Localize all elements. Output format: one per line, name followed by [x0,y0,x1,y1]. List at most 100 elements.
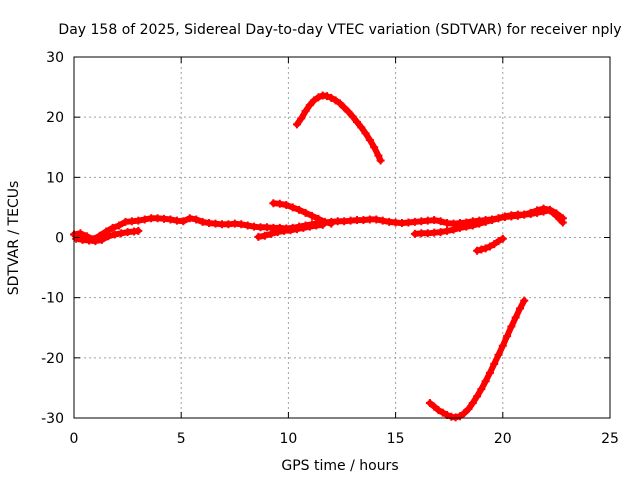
data-point [443,226,452,235]
data-point [503,332,512,341]
x-tick-label: 20 [494,431,512,447]
data-point [485,242,494,251]
data-point [473,392,482,401]
data-point [282,201,291,210]
data-point [327,219,336,228]
data-point [134,226,143,235]
y-tick-label: -30 [41,411,64,427]
series-descending-branch [269,199,336,228]
data-point [494,237,503,246]
y-tick-label: 20 [46,110,64,126]
data-point [468,221,477,230]
data-point [552,211,561,220]
data-point [286,226,295,235]
data-point [295,205,304,214]
data-point [438,408,447,417]
data-point [494,350,503,359]
y-tick-label: -20 [41,351,64,367]
data-point [372,215,381,224]
data-point [462,222,471,231]
data-point [185,214,194,223]
data-point [539,207,548,216]
data-point [361,129,370,138]
data-point [468,398,477,407]
data-point [301,107,310,116]
data-point [273,228,282,237]
data-point [434,406,443,415]
y-axis-label: SDTVAR / TECUs [6,181,22,296]
series-deep-trough [425,296,529,422]
data-point [237,220,246,229]
data-point [376,156,385,165]
data-point [104,232,113,241]
data-point [365,136,374,145]
x-tick-label: 0 [70,431,79,447]
y-tick-label: 0 [55,231,64,247]
data-point [275,199,284,208]
data-point [460,409,469,418]
data-point [436,228,445,237]
data-point [297,114,306,123]
data-point [511,313,520,322]
data-point [481,244,490,253]
series-late-lower-branch [410,206,567,238]
data-point [370,143,379,152]
data-point [473,246,482,255]
data-point [481,217,490,226]
data-point [344,107,353,116]
data-point [254,232,263,241]
data-point [335,99,344,108]
data-point [301,208,310,217]
data-point [558,218,567,227]
y-tick-label: -10 [41,291,64,307]
data-point [117,229,126,238]
chart-title: Day 158 of 2025, Sidereal Day-to-day VTE… [58,22,621,38]
data-point [108,223,117,232]
data-point [425,398,434,407]
data-point [97,235,106,244]
data-point [260,231,269,240]
data-point [353,117,362,126]
data-point [292,120,301,129]
data-point [305,101,314,110]
data-point [455,223,464,232]
data-point [292,225,301,234]
data-point [198,217,207,226]
data-point [110,230,119,239]
data-point [494,214,503,223]
data-point [340,103,349,112]
x-tick-label: 10 [279,431,297,447]
data-point [451,413,460,422]
data-point [430,402,439,411]
y-tick-label: 30 [46,50,64,66]
x-axis-label: GPS time / hours [281,458,398,474]
data-point [430,216,439,225]
data-point [455,412,464,421]
data-point [498,341,507,350]
data-point [464,404,473,413]
data-point [166,215,175,224]
data-point [477,245,486,254]
data-point [307,211,316,220]
data-point [134,216,143,225]
y-tick-label: 10 [46,170,64,186]
data-point [72,234,81,243]
data-point [310,96,319,105]
data-point [314,214,323,223]
data-point [490,359,499,368]
data-point [374,151,383,160]
series-high-arc [292,91,385,165]
data-point [76,229,85,238]
data-point [327,93,336,102]
data-point [520,296,529,305]
data-point [348,112,357,121]
data-point [91,237,100,246]
series-short-rising-segment [473,234,507,255]
data-point [314,93,323,102]
data-point [320,217,329,226]
data-point [267,229,276,238]
data-point [192,215,201,224]
data-point [498,234,507,243]
axes-ticks: 0 5 10 15 20 25 -30 -20 -10 0 10 20 30 [41,50,619,447]
grid [74,57,610,418]
